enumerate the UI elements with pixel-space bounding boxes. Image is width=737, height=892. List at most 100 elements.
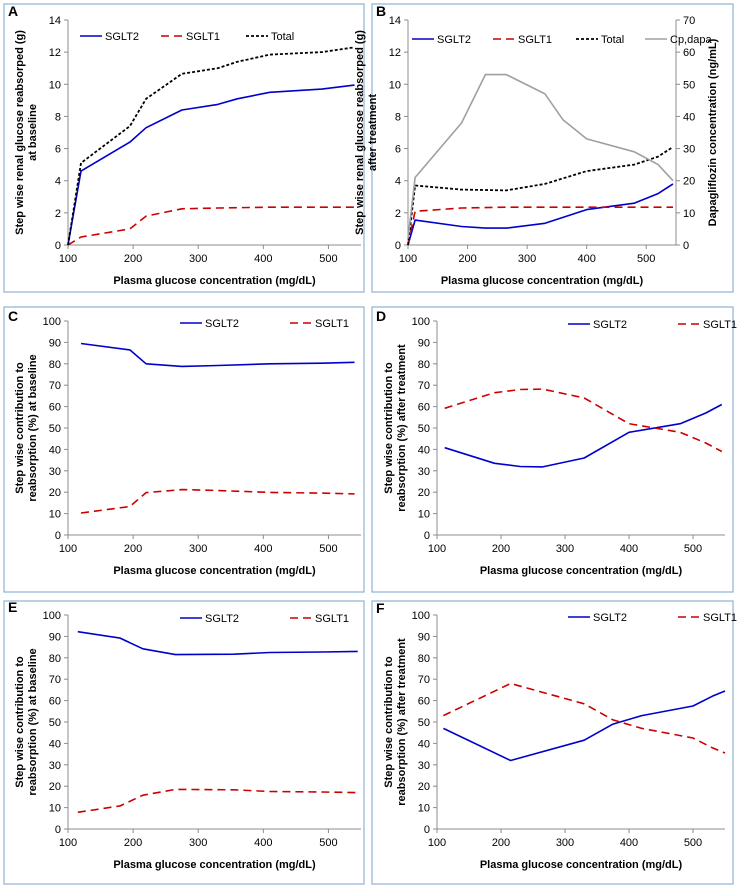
y-tick-label: 14	[49, 15, 61, 27]
x-tick-label: 100	[59, 253, 77, 265]
legend-label: Total	[601, 34, 624, 46]
y-tick-label: 80	[49, 653, 61, 665]
y-tick-label: 20	[418, 487, 430, 499]
x-tick-label: 300	[189, 543, 207, 555]
y-tick-label: 6	[55, 144, 61, 156]
y2-tick-label: 50	[683, 79, 695, 91]
y-tick-label: 70	[418, 674, 430, 686]
y2-tick-label: 30	[683, 144, 695, 156]
y-tick-label: 60	[418, 696, 430, 708]
legend-label: Cp,dapa	[670, 34, 712, 46]
series-line-total	[407, 146, 674, 246]
y-axis-title: Step wise contribution to reabsorption (%…	[14, 648, 39, 795]
legend-label: SGLT2	[437, 34, 471, 46]
x-tick-label: 200	[124, 253, 142, 265]
panel-d: 0 10 20 30 40 50 60 70 80 90 100 100 200 300 400 500 SGL…	[371, 306, 737, 593]
x-axis-title: Plasma glucose concentration (mg/dL)	[113, 859, 316, 871]
y-tick-label: 0	[424, 824, 430, 836]
series-line-sglt1	[444, 388, 723, 453]
legend-label: SGLT2	[593, 319, 627, 331]
y-tick-label: 10	[49, 79, 61, 91]
y2-tick-label: 0	[683, 240, 689, 252]
x-tick-label: 400	[577, 253, 595, 265]
y-tick-label: 60	[49, 402, 61, 414]
y-tick-label: 0	[395, 240, 401, 252]
x-tick-label: 500	[684, 837, 702, 849]
y-axis-title-line: after treatment	[367, 94, 379, 171]
y-tick-label: 4	[55, 176, 61, 188]
y-tick-label: 6	[395, 144, 401, 156]
y-axis-title-line: Step wise renal glucose reabsorped (g)	[14, 30, 26, 235]
y2-tick-label: 60	[683, 47, 695, 59]
series-line-sglt2	[77, 630, 358, 656]
y2-axis-title: Dapagliflozin concentration (ng/mL)	[707, 38, 719, 226]
x-tick-label: 100	[428, 543, 446, 555]
x-tick-label: 500	[684, 543, 702, 555]
y-tick-label: 30	[418, 760, 430, 772]
y-tick-label: 20	[49, 487, 61, 499]
y-tick-label: 12	[389, 47, 401, 59]
y-tick-label: 90	[49, 337, 61, 349]
panel-letter: F	[376, 600, 385, 616]
x-tick-label: 300	[556, 543, 574, 555]
panel-letter: B	[376, 3, 386, 19]
y-tick-label: 80	[49, 359, 61, 371]
series-line-sglt1	[443, 682, 726, 754]
y-tick-label: 10	[418, 509, 430, 521]
x-tick-label: 400	[620, 837, 638, 849]
legend-label: SGLT2	[593, 612, 627, 624]
y-tick-label: 60	[49, 696, 61, 708]
x-tick-label: 200	[124, 837, 142, 849]
x-tick-label: 100	[59, 837, 77, 849]
y-tick-label: 10	[49, 803, 61, 815]
y-tick-label: 100	[43, 610, 61, 622]
x-tick-label: 500	[319, 253, 337, 265]
y-tick-label: 40	[418, 738, 430, 750]
y-axis-title: Step wise renal glucose reabsorped (g) at…	[14, 30, 39, 235]
y-axis-title: Step wise contribution to reabsorption (%…	[383, 344, 408, 512]
series-line-sglt2	[67, 84, 355, 246]
legend-label: SGLT1	[315, 613, 349, 625]
legend-label: SGLT2	[205, 613, 239, 625]
y-tick-label: 10	[389, 79, 401, 91]
x-tick-label: 200	[492, 543, 510, 555]
x-tick-label: 200	[458, 253, 476, 265]
y-tick-label: 40	[49, 444, 61, 456]
legend-label: SGLT1	[315, 318, 349, 330]
y-tick-label: 20	[49, 781, 61, 793]
series-line-sglt2	[444, 403, 723, 468]
panel-c: 0 10 20 30 40 50 60 70 80 90 100 100 200 300 400 500 SGL…	[3, 306, 365, 593]
y-axis-title-line: reabsorption (%) after treatment	[396, 344, 408, 512]
y-tick-label: 80	[418, 653, 430, 665]
y2-tick-label: 70	[683, 15, 695, 27]
y-axis-title: Step wise renal glucose reabsorped (g) af…	[354, 30, 379, 235]
series-line-cp-dapa	[407, 73, 674, 239]
panel-f: 0 10 20 30 40 50 60 70 80 90 100 100 200 300 400 500 SGL…	[371, 600, 737, 885]
panel-frame	[371, 600, 734, 885]
y-axis-title: Step wise contribution to reabsorption (%…	[383, 638, 408, 806]
x-axis-title: Plasma glucose concentration (mg/dL)	[113, 565, 316, 577]
series-line-sglt1	[80, 488, 355, 514]
x-tick-label: 300	[556, 837, 574, 849]
panel-frame	[3, 600, 365, 885]
series-line-total	[67, 46, 355, 246]
y-tick-label: 0	[55, 530, 61, 542]
y-axis-title: Step wise contribution to reabsorption (%…	[14, 354, 39, 501]
panel-frame	[371, 306, 734, 593]
legend-label: SGLT1	[703, 612, 737, 624]
series-line-sglt1	[67, 206, 355, 246]
y-tick-label: 50	[49, 717, 61, 729]
x-tick-label: 500	[319, 543, 337, 555]
y-tick-label: 8	[55, 111, 61, 123]
y-tick-label: 14	[389, 15, 401, 27]
legend-label: SGLT1	[186, 31, 220, 43]
y-tick-label: 100	[412, 610, 430, 622]
y-tick-label: 90	[418, 337, 430, 349]
y-tick-label: 4	[395, 176, 401, 188]
y-axis-title-line: Step wise contribution to	[14, 362, 26, 494]
y-tick-label: 8	[395, 111, 401, 123]
y-axis-title-line: at baseline	[27, 104, 39, 161]
y-tick-label: 30	[49, 760, 61, 772]
x-tick-label: 200	[124, 543, 142, 555]
